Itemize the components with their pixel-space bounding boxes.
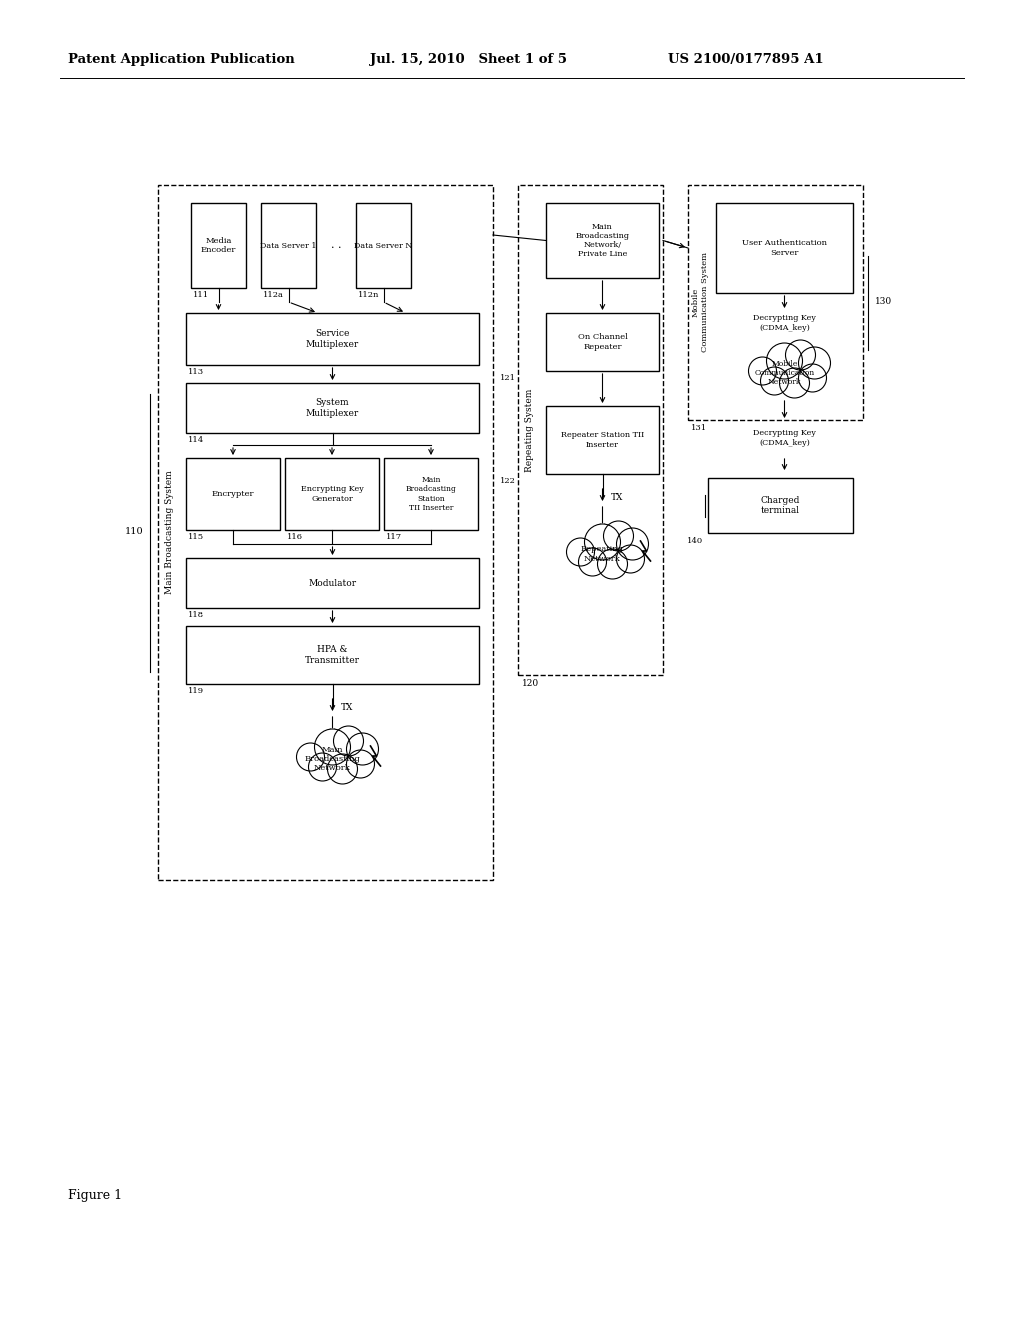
Circle shape xyxy=(779,368,810,399)
Bar xyxy=(546,313,659,371)
Bar xyxy=(384,458,478,531)
Text: Media
Encoder: Media Encoder xyxy=(201,236,237,253)
Circle shape xyxy=(314,729,350,766)
Text: Mobile
Communication
Network: Mobile Communication Network xyxy=(755,360,815,387)
Text: Jul. 15, 2010   Sheet 1 of 5: Jul. 15, 2010 Sheet 1 of 5 xyxy=(370,54,567,66)
Text: HPA &
Transmitter: HPA & Transmitter xyxy=(305,645,360,665)
Circle shape xyxy=(346,733,379,766)
Bar xyxy=(261,203,316,288)
Text: Main
Broadcasting
Network/
Private Line: Main Broadcasting Network/ Private Line xyxy=(575,223,630,259)
Text: 120: 120 xyxy=(522,678,539,688)
Bar xyxy=(518,185,663,675)
Text: 112a: 112a xyxy=(263,290,284,300)
Text: 111: 111 xyxy=(193,290,209,300)
Text: Data Server 1: Data Server 1 xyxy=(260,242,316,249)
Bar xyxy=(158,185,493,880)
Circle shape xyxy=(761,367,788,395)
Text: Decrypting Key
(CDMA_key): Decrypting Key (CDMA_key) xyxy=(753,429,816,446)
Text: Modulator: Modulator xyxy=(308,578,356,587)
Text: 140: 140 xyxy=(687,537,703,545)
Text: 114: 114 xyxy=(188,436,204,444)
Text: 119: 119 xyxy=(188,686,204,696)
Text: Main Broadcasting System: Main Broadcasting System xyxy=(166,470,174,594)
Text: TX: TX xyxy=(341,704,353,713)
Bar xyxy=(186,313,479,366)
Bar xyxy=(186,383,479,433)
Text: 131: 131 xyxy=(691,424,708,432)
Text: Service
Multiplexer: Service Multiplexer xyxy=(306,329,359,348)
Text: Charged
terminal: Charged terminal xyxy=(761,496,800,515)
Bar xyxy=(186,558,479,609)
Circle shape xyxy=(579,548,606,576)
Text: 110: 110 xyxy=(124,528,143,536)
Text: System
Multiplexer: System Multiplexer xyxy=(306,399,359,417)
Circle shape xyxy=(334,726,364,756)
Text: Main
Broadcasting
Network: Main Broadcasting Network xyxy=(304,746,360,772)
Text: 112n: 112n xyxy=(358,290,379,300)
Bar xyxy=(186,458,280,531)
Text: 122: 122 xyxy=(500,477,516,484)
Text: Repeating
Network: Repeating Network xyxy=(581,545,624,562)
Circle shape xyxy=(603,521,634,550)
Text: . .: . . xyxy=(331,240,341,251)
Bar xyxy=(708,478,853,533)
Circle shape xyxy=(328,754,357,784)
Text: 121: 121 xyxy=(500,374,516,381)
Text: 113: 113 xyxy=(188,368,204,376)
Text: Patent Application Publication: Patent Application Publication xyxy=(68,54,295,66)
Circle shape xyxy=(585,524,621,560)
Bar xyxy=(546,407,659,474)
Bar xyxy=(688,185,863,420)
Circle shape xyxy=(785,341,815,370)
Text: 117: 117 xyxy=(386,533,402,541)
Text: Repeating System: Repeating System xyxy=(525,388,535,471)
Text: Repeater Station TII
Inserter: Repeater Station TII Inserter xyxy=(561,432,644,449)
Circle shape xyxy=(749,356,776,385)
Text: Main
Broadcasting
Station
TII Inserter: Main Broadcasting Station TII Inserter xyxy=(406,477,457,512)
Text: User Authentication
Server: User Authentication Server xyxy=(742,239,827,256)
Bar xyxy=(546,203,659,279)
Circle shape xyxy=(799,347,830,379)
Text: Decrypting Key
(CDMA_key): Decrypting Key (CDMA_key) xyxy=(753,314,816,331)
Circle shape xyxy=(616,545,644,573)
Circle shape xyxy=(767,343,803,379)
Text: US 2100/0177895 A1: US 2100/0177895 A1 xyxy=(668,54,823,66)
Text: Encrypting Key
Generator: Encrypting Key Generator xyxy=(301,486,364,503)
Bar xyxy=(191,203,246,288)
Text: Data Server N: Data Server N xyxy=(354,242,413,249)
Bar xyxy=(356,203,411,288)
Text: 118: 118 xyxy=(188,611,204,619)
Text: 115: 115 xyxy=(188,533,204,541)
Circle shape xyxy=(566,539,595,566)
Circle shape xyxy=(597,549,628,579)
Text: 116: 116 xyxy=(287,533,303,541)
Circle shape xyxy=(297,743,325,771)
Circle shape xyxy=(616,528,648,560)
Text: 130: 130 xyxy=(874,297,892,306)
Bar xyxy=(285,458,379,531)
Text: Encrypter: Encrypter xyxy=(212,490,254,498)
Circle shape xyxy=(308,752,337,781)
Bar xyxy=(716,203,853,293)
Text: TX: TX xyxy=(610,494,623,503)
Circle shape xyxy=(346,750,375,777)
Bar xyxy=(186,626,479,684)
Text: Figure 1: Figure 1 xyxy=(68,1188,122,1201)
Text: On Channel
Repeater: On Channel Repeater xyxy=(578,334,628,351)
Circle shape xyxy=(799,364,826,392)
Text: Mobile
Communication System: Mobile Communication System xyxy=(691,252,709,352)
